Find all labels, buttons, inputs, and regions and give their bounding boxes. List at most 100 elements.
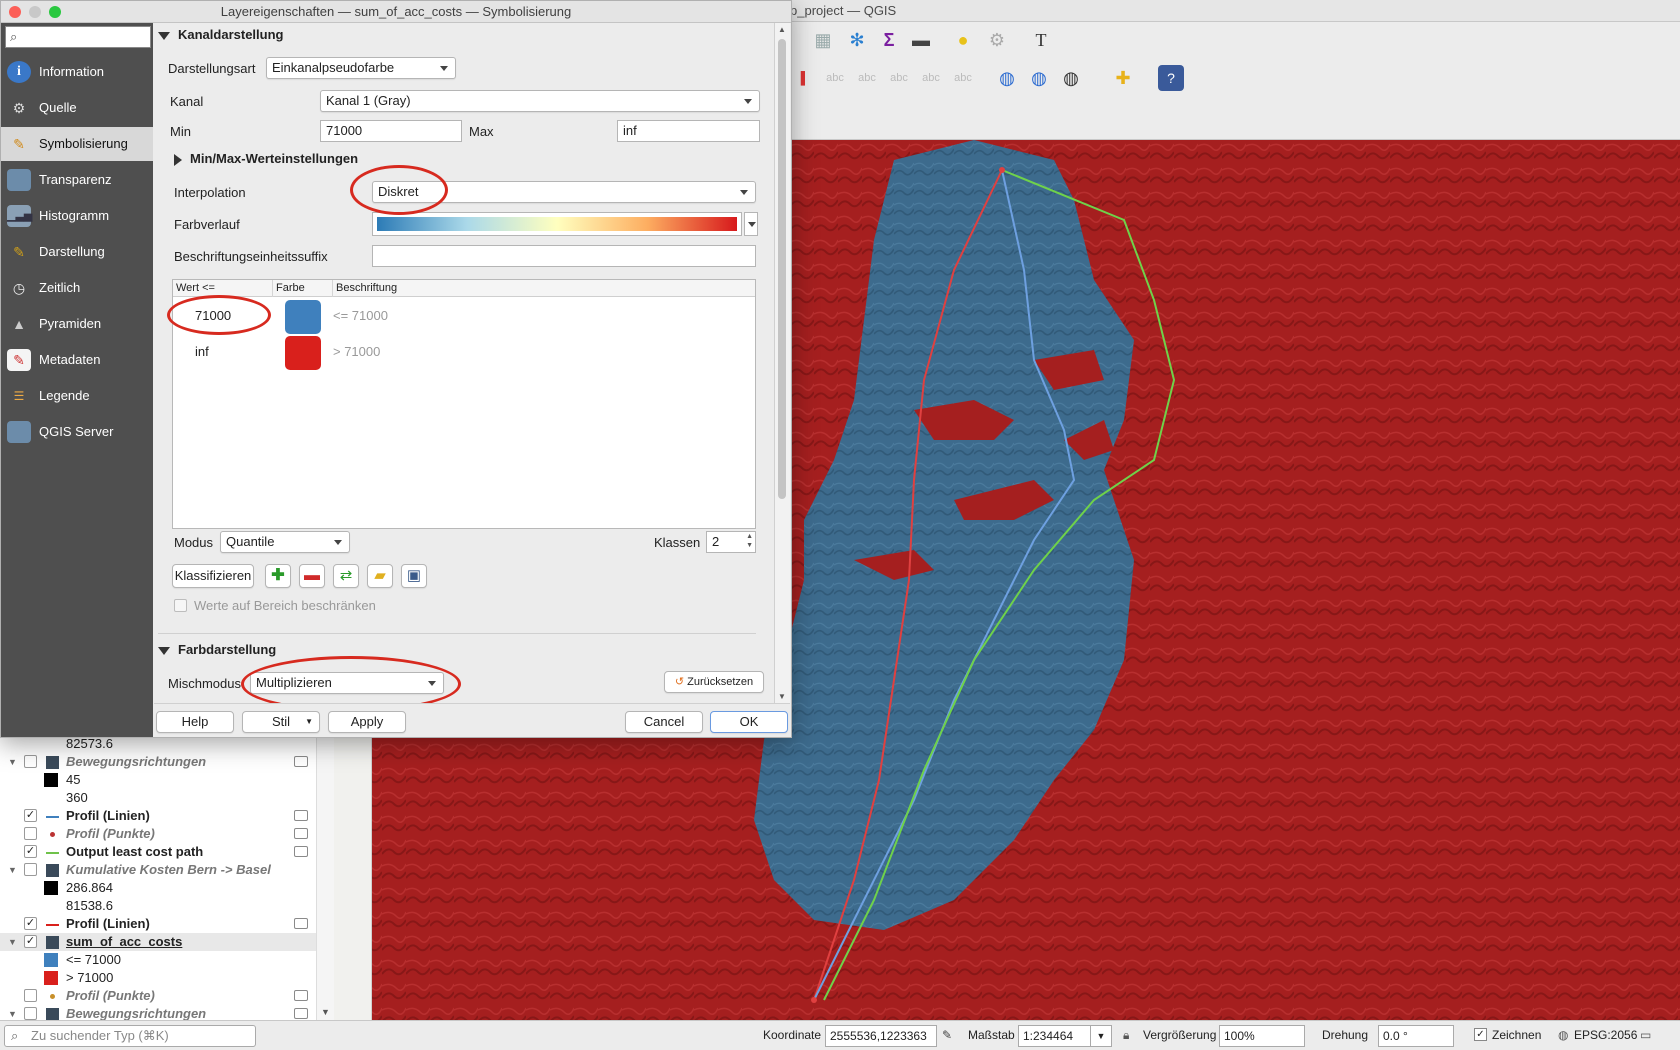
remove-class-icon[interactable]: ▬ [299, 564, 325, 588]
layers-scrollbar[interactable]: ▼ [316, 735, 334, 1020]
coordinate-field[interactable]: 2555536,1223363 [825, 1025, 937, 1047]
layer-filter-icon[interactable] [294, 990, 308, 1001]
settings-gear-icon[interactable]: ✻ [849, 29, 865, 50]
class-value[interactable]: inf [195, 344, 209, 359]
apply-button[interactable]: Apply [328, 711, 406, 733]
sidebar-item-histogram[interactable]: ▁▃▅ Histogramm [1, 199, 153, 233]
column-header[interactable]: Beschriftung [336, 282, 398, 294]
sidebar-search-input[interactable]: ⌕ [5, 26, 151, 48]
layer-visibility-checkbox[interactable] [24, 863, 37, 876]
dialog-scrollbar[interactable]: ▲ ▼ [774, 23, 790, 703]
render-checkbox[interactable]: ✓ [1474, 1028, 1487, 1041]
layer-item-kumulative-kosten[interactable]: ▼ Kumulative Kosten Bern -> Basel [0, 861, 316, 879]
locator-search-input[interactable]: ⌕ Zu suchender Typ (⌘K) [4, 1025, 256, 1047]
layer-visibility-checkbox[interactable] [24, 755, 37, 768]
classes-spinbox[interactable]: 2 ▲ ▼ [706, 531, 756, 553]
label-tool-5-icon[interactable]: abc [954, 72, 972, 84]
expand-arrow-icon[interactable]: ▼ [8, 937, 17, 947]
scale-field[interactable]: 1:234464 [1018, 1025, 1100, 1047]
measure-ruler-icon[interactable]: ▬ [912, 29, 930, 50]
scroll-up-icon[interactable]: ▲ [778, 25, 786, 34]
class-label[interactable]: > 71000 [333, 344, 381, 359]
zoom-gear-icon[interactable]: ⚙ [988, 29, 1006, 50]
load-color-map-icon[interactable]: ▰ [367, 564, 393, 588]
layer-filter-icon[interactable] [294, 810, 308, 821]
interpolation-select[interactable]: Diskret [372, 181, 756, 203]
lock-icon[interactable]: 🔒︎ [1123, 1028, 1130, 1042]
layer-item-profil-linien-2[interactable]: ✓ Profil (Linien) [0, 915, 316, 933]
max-input[interactable]: inf [617, 120, 760, 142]
sidebar-item-symbology[interactable]: ✎ Symbolisierung [1, 127, 153, 161]
layer-visibility-checkbox[interactable]: ✓ [24, 845, 37, 858]
color-rendering-header[interactable]: Farbdarstellung [158, 639, 758, 661]
layer-visibility-checkbox[interactable] [24, 989, 37, 1002]
python-console-icon[interactable]: ✚ [1115, 67, 1131, 88]
crs-button[interactable]: EPSG:2056 [1574, 1028, 1638, 1042]
minmax-settings-header[interactable]: Min/Max-Werteinstellungen [174, 148, 774, 170]
globe-plugin-1-icon[interactable]: ◍ [999, 67, 1015, 88]
sidebar-item-source[interactable]: ⚙ Quelle [1, 91, 153, 125]
class-color-swatch[interactable] [285, 336, 321, 370]
label-unit-suffix-input[interactable] [372, 245, 756, 267]
close-window-icon[interactable] [9, 6, 21, 18]
column-header[interactable]: Wert <= [173, 280, 273, 297]
sidebar-item-transparency[interactable]: Transparenz [1, 163, 153, 197]
extents-toggle-icon[interactable]: ✎ [942, 1028, 953, 1042]
sidebar-item-information[interactable]: i Information [1, 55, 153, 89]
sidebar-item-temporal[interactable]: ◷ Zeitlich [1, 271, 153, 305]
table-row[interactable]: inf > 71000 [173, 334, 755, 370]
sidebar-item-metadata[interactable]: ✎ Metadaten [1, 343, 153, 377]
spinner-arrows-icon[interactable]: ▲ ▼ [746, 533, 753, 549]
layer-item-bewegungsrichtungen-2[interactable]: ▼ Bewegungsrichtungen [0, 1005, 316, 1023]
clip-checkbox[interactable] [174, 599, 187, 612]
red-marker-icon[interactable]: ▌ [800, 71, 810, 85]
sidebar-item-legend[interactable]: ☰ Legende [1, 379, 153, 413]
globe-plugin-3-icon[interactable]: ◍ [1063, 67, 1079, 88]
layer-visibility-checkbox[interactable] [24, 827, 37, 840]
expand-arrow-icon[interactable]: ▼ [8, 865, 17, 875]
layer-item-profil-punkte-1[interactable]: Profil (Punkte) [0, 825, 316, 843]
text-annotation-icon[interactable]: T [1035, 29, 1047, 50]
maximize-window-icon[interactable] [49, 6, 61, 18]
scrollbar-thumb[interactable] [778, 39, 786, 499]
scale-dropdown-icon[interactable]: ▼ [1090, 1025, 1112, 1047]
layer-visibility-checkbox[interactable]: ✓ [24, 917, 37, 930]
column-header[interactable]: Farbe [273, 280, 333, 297]
layer-item-profil-linien-1[interactable]: ✓ Profil (Linien) [0, 807, 316, 825]
min-input[interactable]: 71000 [320, 120, 462, 142]
expand-arrow-icon[interactable]: ▼ [8, 1009, 17, 1019]
statistics-sum-icon[interactable]: Σ [883, 29, 895, 50]
classify-button[interactable]: Klassifizieren [172, 564, 254, 588]
ok-button[interactable]: OK [710, 711, 788, 733]
layer-filter-icon[interactable] [294, 918, 308, 929]
scroll-down-icon[interactable]: ▼ [321, 1007, 330, 1017]
globe-plugin-2-icon[interactable]: ◍ [1031, 67, 1047, 88]
label-tool-1-icon[interactable]: abc [826, 72, 844, 84]
sidebar-item-pyramids[interactable]: ▲ Pyramiden [1, 307, 153, 341]
layer-filter-icon[interactable] [294, 828, 308, 839]
band-select[interactable]: Kanal 1 (Gray) [320, 90, 760, 112]
layer-item-profil-punkte-2[interactable]: Profil (Punkte) [0, 987, 316, 1005]
class-label[interactable]: <= 71000 [333, 308, 388, 323]
label-tool-4-icon[interactable]: abc [922, 72, 940, 84]
reset-button[interactable]: ↺ Zurücksetzen [664, 671, 764, 693]
render-type-select[interactable]: Einkanalpseudofarbe [266, 57, 456, 79]
sidebar-item-rendering[interactable]: ✎ Darstellung [1, 235, 153, 269]
class-value[interactable]: 71000 [195, 308, 232, 323]
layer-item-bewegungsrichtungen-1[interactable]: ▼ Bewegungsrichtungen [0, 753, 316, 771]
rotation-field[interactable]: 0.0 ° [1378, 1025, 1454, 1047]
layer-filter-icon[interactable] [294, 846, 308, 857]
add-class-icon[interactable]: ✚ [265, 564, 291, 588]
minimize-window-icon[interactable] [29, 6, 41, 18]
reverse-order-icon[interactable]: ⇄ [333, 564, 359, 588]
layer-filter-icon[interactable] [294, 1008, 308, 1019]
class-color-swatch[interactable] [285, 300, 321, 334]
layer-visibility-checkbox[interactable] [24, 1007, 37, 1020]
layer-visibility-checkbox[interactable]: ✓ [24, 935, 37, 948]
help-icon[interactable]: ? [1158, 65, 1184, 91]
label-tool-2-icon[interactable]: abc [858, 72, 876, 84]
cancel-button[interactable]: Cancel [625, 711, 703, 733]
band-rendering-header[interactable]: Kanaldarstellung [158, 24, 758, 46]
help-button[interactable]: Help [156, 711, 234, 733]
expand-arrow-icon[interactable]: ▼ [8, 757, 17, 767]
